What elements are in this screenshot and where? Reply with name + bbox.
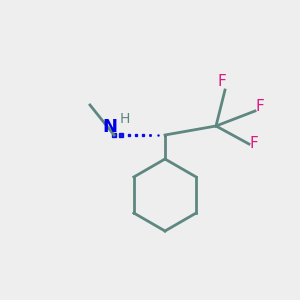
Text: H: H [119,112,130,126]
Text: N: N [102,118,117,136]
Text: F: F [249,136,258,152]
Text: F: F [218,74,226,88]
Text: F: F [255,99,264,114]
